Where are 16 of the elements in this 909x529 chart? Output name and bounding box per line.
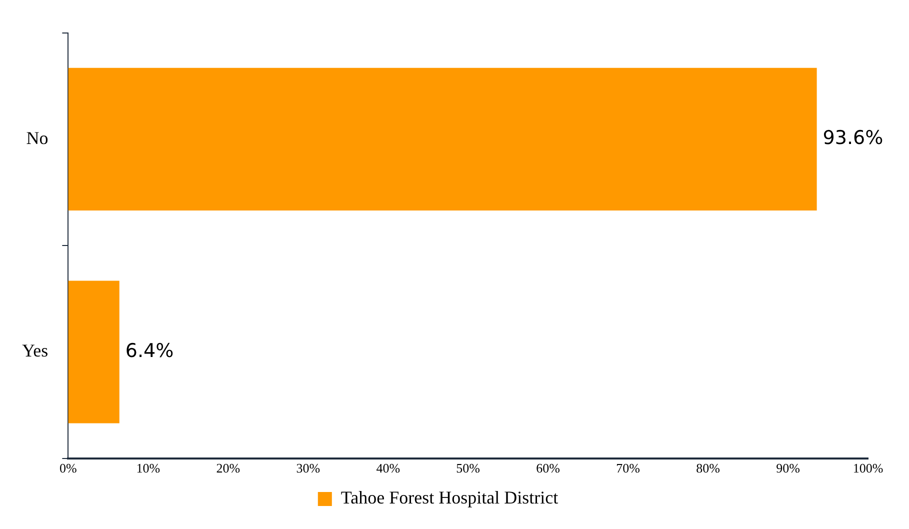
legend-label: Tahoe Forest Hospital District <box>340 488 558 508</box>
x-tick-label: 90% <box>776 460 800 476</box>
x-tick-label: 0% <box>60 460 78 476</box>
text: 93.6% <box>822 127 884 150</box>
x-tick-label: 40% <box>376 460 400 476</box>
y-tick-label: No <box>26 128 48 148</box>
x-tick-label: 10% <box>136 460 160 476</box>
x-tick-label: 100% <box>852 460 884 476</box>
x-tick-label: 60% <box>536 460 560 476</box>
text: 6.4% <box>125 340 174 362</box>
x-tick-label: 20% <box>216 460 240 476</box>
y-tick-label: Yes <box>22 340 48 361</box>
x-tick-label: 30% <box>296 460 320 476</box>
x-tick-label: 50% <box>456 460 480 476</box>
x-tick-label: 70% <box>616 460 640 476</box>
x-tick-label: 80% <box>696 460 720 476</box>
